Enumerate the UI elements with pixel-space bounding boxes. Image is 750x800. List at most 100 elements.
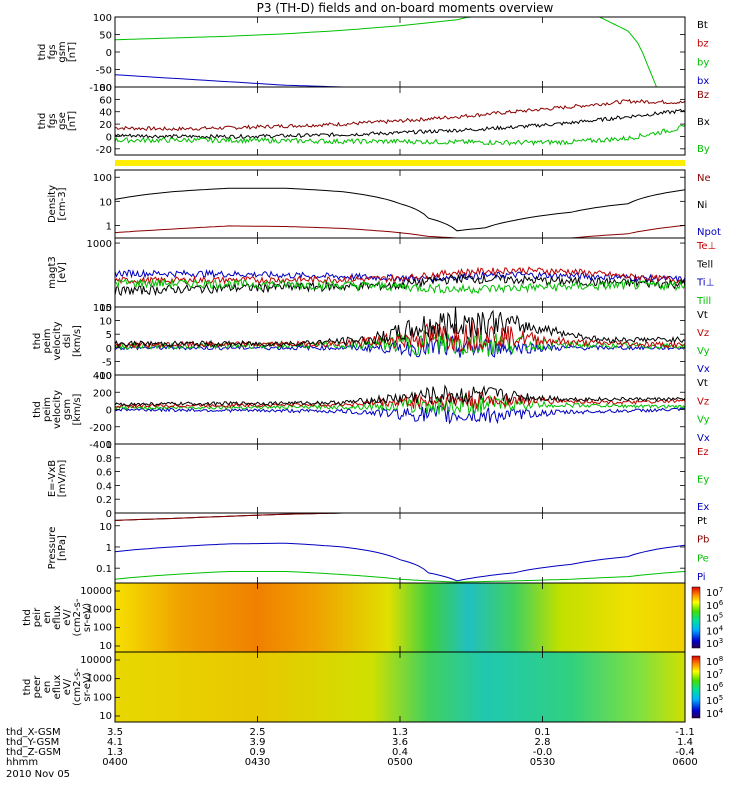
colorbar-tick: 107 (706, 668, 723, 681)
y-axis-label: [nT] (67, 42, 78, 62)
panel-velocity_gsm: 400 200 0 -200 -400 thd peim velocity gsm [km/s] V… (32, 371, 710, 451)
y-tick-label: -100 (89, 83, 112, 94)
ephemeris-value: 0.1 (535, 727, 551, 738)
y-tick-label: 10000 (80, 586, 112, 597)
y-axis-label: eV/ (62, 609, 73, 626)
legend-entry: Vy (697, 346, 710, 357)
y-axis-label: [nPa] (57, 535, 68, 561)
y-tick-label: 10 (99, 197, 112, 208)
y-tick-label: 1000 (87, 674, 112, 685)
y-tick-label: -5 (102, 357, 112, 368)
panel-e_vxb: 1 0.8 0.6 0.4 0.2 0 E=-VxB [mV/m] Ez Ey Ex (47, 440, 709, 520)
series-by (114, 16, 657, 88)
legend-entry: Npot (697, 227, 721, 238)
y-axis-label: thd (22, 679, 33, 696)
y-axis-label: (cm2-s- (72, 598, 83, 636)
legend-entry: bx (697, 76, 709, 87)
ephemeris-value: 0430 (245, 757, 270, 768)
legend-entry: bz (697, 39, 709, 50)
y-axis-label: en (42, 681, 53, 694)
y-tick-label: 5 (106, 330, 112, 341)
y-axis-label: [nT] (67, 111, 78, 131)
y-axis-label: sr-eV) (82, 672, 93, 701)
series-Vy (114, 329, 686, 356)
y-axis-label: (cm2-s- (72, 668, 83, 706)
y-tick-label: -200 (89, 423, 112, 434)
y-tick-label: 100 (93, 692, 112, 703)
y-axis-label: Density (47, 185, 58, 223)
legend-entry: Ti⊥ (696, 278, 714, 289)
ephemeris-value: -0.0 (533, 747, 553, 758)
legend-entry: Tell (696, 259, 713, 270)
ephemeris-value: 4.1 (107, 737, 123, 748)
series-Vx (114, 334, 686, 358)
y-tick-label: -400 (89, 440, 112, 451)
legend-entry: Ez (697, 447, 709, 458)
colorbar-tick: 107 (706, 586, 723, 599)
ephemeris-value: 0530 (530, 757, 555, 768)
y-axis-label: thd (32, 401, 43, 418)
legend-entry: Pb (697, 535, 709, 546)
ephemeris-value: 3.6 (392, 737, 408, 748)
legend-entry: Pi (697, 572, 706, 583)
spectrogram-peer_en_eflux (115, 652, 685, 722)
series-By (114, 124, 686, 147)
y-tick-label: 0.6 (96, 468, 112, 479)
y-tick-label: 10 (99, 522, 112, 533)
y-axis-label: peer (32, 675, 43, 699)
ephemeris-value: 2.5 (250, 727, 266, 738)
legend-entry: Te⊥ (696, 241, 716, 252)
colorbar-tick: 104 (706, 624, 724, 637)
series-Pi (114, 542, 686, 582)
panel-frame (114, 237, 686, 308)
ephemeris-label: thd_X-GSM (6, 727, 61, 738)
y-axis-label: thd (22, 609, 33, 626)
ephemeris-label: hhmm (6, 757, 38, 768)
legend-entry: Vt (697, 378, 708, 389)
series-Vt (114, 307, 686, 348)
legend-entry: Pe (697, 553, 709, 564)
y-axis-label: [mV/m] (57, 460, 68, 498)
legend-entry: By (697, 144, 710, 155)
colorbar-tick: 108 (706, 655, 723, 668)
ephemeris-value: 0500 (387, 757, 412, 768)
y-axis-label: Pressure (47, 527, 58, 570)
legend-entry: Bx (697, 117, 710, 128)
ephemeris-value: 0.4 (392, 747, 408, 758)
y-axis-label: [km/s] (72, 325, 83, 357)
ephemeris-value: 3.9 (250, 737, 266, 748)
series-Ti⊥ (114, 268, 686, 284)
y-axis-label: gse (57, 112, 68, 130)
y-axis-label: peim (42, 328, 53, 353)
panel-density: 100 10 1 Density [cm-3] Ne Ni Npot (47, 169, 721, 239)
colorbar (691, 586, 701, 649)
y-tick-label: 0 (106, 344, 112, 355)
series-Vy (114, 394, 686, 416)
ephemeris-date: 2010 Nov 05 (6, 769, 70, 780)
y-tick-label: 0.8 (96, 454, 112, 465)
y-tick-label: 0.2 (96, 495, 112, 506)
legend-entry: Vt (697, 310, 708, 321)
ephemeris-value: 0600 (672, 757, 697, 768)
y-tick-label: 20 (99, 120, 112, 131)
ephemeris-value: 0400 (102, 757, 127, 768)
y-axis-label: velocity (52, 390, 63, 429)
y-tick-label: 1000 (87, 604, 112, 615)
legend-entry: Vy (697, 415, 710, 426)
y-axis-label: dsl (62, 334, 73, 348)
y-tick-label: 0 (106, 406, 112, 417)
y-axis-label: thd (37, 113, 48, 130)
y-tick-label: 10 (99, 711, 112, 722)
y-tick-label: 10 (99, 641, 112, 652)
y-tick-label: -10 (96, 371, 112, 382)
y-axis-label: thd (37, 44, 48, 61)
ephemeris-value: 1.4 (677, 737, 693, 748)
colorbar-tick: 105 (706, 612, 723, 625)
colorbar-tick: 104 (706, 707, 724, 720)
y-axis-label: fgs (47, 113, 58, 128)
legend-entry: Ex (697, 502, 709, 513)
ephemeris-value: 0.9 (250, 747, 266, 758)
y-axis-label: eV/ (62, 678, 73, 695)
figure-title: P3 (TH-D) fields and on-board moments ov… (257, 1, 554, 15)
